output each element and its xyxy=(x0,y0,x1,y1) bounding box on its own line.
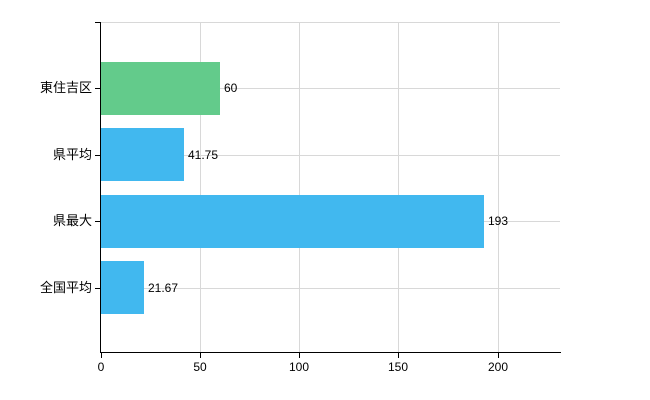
x-tick-label: 150 xyxy=(387,360,409,374)
v-gridline xyxy=(398,22,399,352)
y-tick-mark xyxy=(95,88,100,89)
category-label: 全国平均 xyxy=(39,280,92,295)
h-gridline xyxy=(100,88,560,89)
x-tick-mark xyxy=(299,353,300,358)
y-tick-mark xyxy=(95,288,100,289)
x-tick-mark xyxy=(498,353,499,358)
bar-value-label: 193 xyxy=(488,214,509,228)
x-tick-mark xyxy=(398,353,399,358)
bar xyxy=(101,261,144,314)
x-tick-label: 200 xyxy=(487,360,509,374)
x-tick-label: 0 xyxy=(97,360,105,374)
x-axis-line xyxy=(100,352,561,353)
v-gridline xyxy=(200,22,201,352)
y-axis-line xyxy=(100,22,101,353)
bar xyxy=(101,128,184,181)
category-label: 県平均 xyxy=(52,147,92,162)
x-tick-mark xyxy=(200,353,201,358)
v-gridline xyxy=(299,22,300,352)
category-label: 東住吉区 xyxy=(39,80,92,95)
h-gridline xyxy=(100,155,560,156)
y-tick-mark xyxy=(95,22,100,23)
y-tick-mark xyxy=(95,155,100,156)
h-gridline xyxy=(100,288,560,289)
h-gridline xyxy=(100,22,560,23)
v-gridline xyxy=(498,22,499,352)
bar-value-label: 21.67 xyxy=(148,281,179,295)
y-tick-mark xyxy=(95,221,100,222)
x-tick-label: 100 xyxy=(288,360,310,374)
bar xyxy=(101,195,484,248)
bar-value-label: 60 xyxy=(224,81,238,95)
bar-value-label: 41.75 xyxy=(188,148,219,162)
bar xyxy=(101,62,220,115)
category-label: 県最大 xyxy=(52,213,92,228)
x-tick-mark xyxy=(101,353,102,358)
x-tick-label: 50 xyxy=(193,360,207,374)
